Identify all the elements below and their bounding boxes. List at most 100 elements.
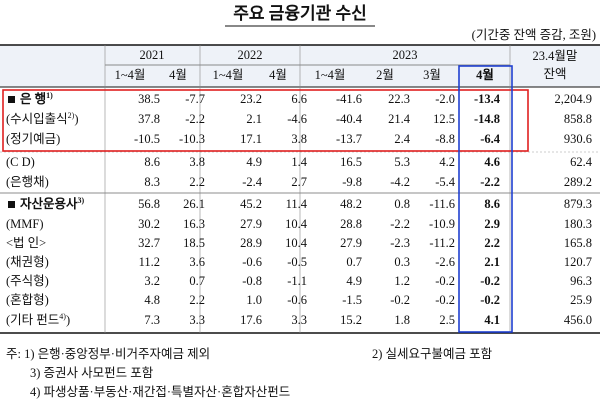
cell: 2.1 bbox=[484, 255, 500, 269]
note: 주: 1) 은행·중앙정부·비거주자예금 제외 bbox=[6, 346, 210, 361]
label: ) bbox=[74, 112, 78, 126]
label: (MMF) bbox=[6, 217, 44, 231]
footnote-mark: 2) bbox=[68, 111, 75, 120]
cell: -0.6 bbox=[287, 293, 307, 307]
period-header: 1~4월 bbox=[213, 68, 244, 82]
cell: -2.2 bbox=[185, 112, 205, 126]
row-label: (주식형) bbox=[6, 274, 49, 288]
balance-header: 잔액 bbox=[543, 67, 566, 81]
cell: -4.6 bbox=[287, 112, 307, 126]
cell: 28.9 bbox=[240, 236, 262, 250]
cell: -0.2 bbox=[480, 274, 500, 288]
cell: 17.1 bbox=[240, 132, 262, 146]
row-label: (은행채) bbox=[6, 174, 49, 189]
row-label: (기타 펀드4)) bbox=[6, 312, 70, 327]
footnote-mark: 4) bbox=[59, 312, 66, 321]
row-label: (채권형) bbox=[6, 255, 49, 269]
cell: -2.0 bbox=[435, 92, 455, 106]
cell: 930.6 bbox=[564, 132, 592, 146]
cell: 1.0 bbox=[246, 293, 262, 307]
cell: 18.5 bbox=[183, 236, 205, 250]
label: (주식형) bbox=[6, 274, 49, 288]
footnote-mark: 3) bbox=[78, 196, 85, 205]
row-label: 은 행1) bbox=[20, 91, 53, 106]
cell: 2.5 bbox=[439, 313, 455, 327]
label: (C D) bbox=[6, 155, 35, 169]
cell: 858.8 bbox=[564, 112, 592, 126]
cell: -7.7 bbox=[185, 92, 205, 106]
cell: 4.9 bbox=[346, 274, 362, 288]
footnote-mark: 1) bbox=[46, 91, 53, 100]
cell: 0.7 bbox=[189, 274, 205, 288]
cell: 23.2 bbox=[240, 92, 262, 106]
cell: 289.2 bbox=[564, 175, 592, 189]
cell: 4.9 bbox=[246, 155, 262, 169]
cell: -0.2 bbox=[390, 293, 410, 307]
cell: 11.4 bbox=[286, 197, 308, 211]
cell: -40.4 bbox=[336, 112, 363, 126]
row-label: <법 인> bbox=[6, 236, 46, 250]
cell: 4.2 bbox=[439, 155, 455, 169]
cell: 11.2 bbox=[139, 255, 160, 269]
row-label: 자산운용사3) bbox=[20, 196, 85, 211]
cell: 8.6 bbox=[144, 155, 160, 169]
cell: 10.4 bbox=[285, 217, 308, 231]
cell: -8.8 bbox=[435, 132, 455, 146]
cell: 2,204.9 bbox=[555, 92, 593, 106]
cell: 96.3 bbox=[570, 274, 592, 288]
cell: 38.5 bbox=[138, 92, 160, 106]
cell: 45.2 bbox=[240, 197, 262, 211]
cell: 0.8 bbox=[394, 197, 410, 211]
cell: 2.2 bbox=[484, 236, 500, 250]
year-header: 2021 bbox=[140, 48, 165, 62]
cell: 12.5 bbox=[433, 112, 455, 126]
cell: -0.2 bbox=[480, 293, 500, 307]
cell: 180.3 bbox=[564, 217, 592, 231]
cell: -10.9 bbox=[429, 217, 455, 231]
note: 2) 실세요구불예금 포함 bbox=[372, 347, 493, 361]
cell: -10.5 bbox=[134, 132, 160, 146]
label: 자산운용사 bbox=[20, 196, 78, 211]
period-header: 1~4월 bbox=[315, 68, 346, 82]
label: (채권형) bbox=[6, 255, 49, 269]
cell: 1.2 bbox=[394, 274, 410, 288]
cell: 21.4 bbox=[388, 112, 411, 126]
highlight-box bbox=[2, 89, 529, 152]
cell: -11.2 bbox=[429, 236, 455, 250]
row-label: (혼합형) bbox=[6, 293, 49, 307]
cell: 62.4 bbox=[570, 155, 593, 169]
cell: -0.8 bbox=[242, 274, 262, 288]
cell: 3.6 bbox=[189, 255, 205, 269]
cell: 4.6 bbox=[484, 155, 500, 169]
cell: 2.1 bbox=[246, 112, 262, 126]
title: 주요 금융기관 수신 bbox=[233, 4, 367, 23]
row-label: (C D) bbox=[6, 155, 35, 169]
cell: 8.3 bbox=[144, 175, 160, 189]
label: <법 인> bbox=[6, 236, 46, 250]
row-label: (수시입출식2)) bbox=[6, 111, 79, 126]
label: (혼합형) bbox=[6, 293, 49, 307]
cell: -5.4 bbox=[435, 175, 456, 189]
period-header: 3월 bbox=[423, 68, 441, 82]
cell: 2.2 bbox=[189, 293, 205, 307]
cell: 3.8 bbox=[291, 132, 307, 146]
cell: 2.4 bbox=[394, 132, 410, 146]
cell: 16.5 bbox=[340, 155, 362, 169]
cell: -1.1 bbox=[287, 274, 307, 288]
year-header: 2022 bbox=[238, 48, 263, 62]
period-header: 4월 bbox=[476, 67, 494, 82]
cell: 120.7 bbox=[564, 255, 592, 269]
cell: -1.5 bbox=[342, 293, 362, 307]
cell: 456.0 bbox=[564, 313, 592, 327]
cell: 8.6 bbox=[484, 197, 500, 211]
cell: 27.9 bbox=[340, 236, 362, 250]
highlight-column bbox=[458, 65, 513, 333]
period-header: 2월 bbox=[376, 68, 394, 82]
cell: -4.2 bbox=[390, 175, 410, 189]
cell: 879.3 bbox=[564, 197, 592, 211]
cell: -2.2 bbox=[390, 217, 410, 231]
cell: -0.6 bbox=[242, 255, 262, 269]
cell: 3.3 bbox=[189, 313, 205, 327]
cell: 3.8 bbox=[189, 155, 205, 169]
